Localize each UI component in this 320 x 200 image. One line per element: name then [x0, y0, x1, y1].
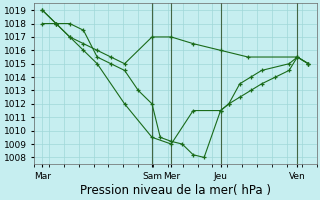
X-axis label: Pression niveau de la mer( hPa ): Pression niveau de la mer( hPa ) — [80, 184, 271, 197]
